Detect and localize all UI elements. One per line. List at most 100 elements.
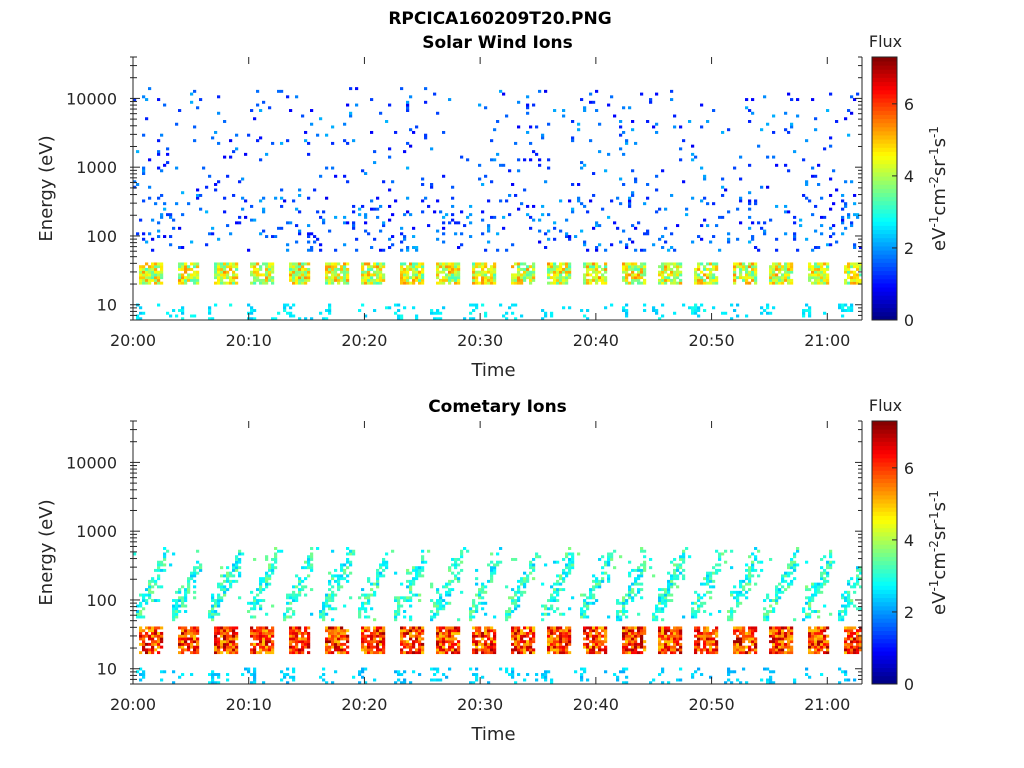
flux-cell <box>160 645 164 649</box>
flux-cell <box>634 278 638 282</box>
flux-cell <box>709 585 713 589</box>
flux-cell <box>481 588 485 592</box>
flux-cell <box>814 631 818 635</box>
flux-cell <box>139 281 143 285</box>
flux-cell <box>631 568 635 572</box>
flux-cell <box>142 172 146 175</box>
flux-cell <box>259 579 263 583</box>
flux-cell <box>160 637 164 641</box>
flux-cell <box>595 631 599 635</box>
flux-cell <box>331 599 335 603</box>
flux-cell <box>481 607 485 611</box>
flux-cell <box>628 106 632 110</box>
colorbar-step <box>872 278 897 284</box>
flux-cell <box>445 593 449 597</box>
flux-cell <box>649 98 653 102</box>
flux-cell <box>352 210 356 214</box>
flux-cell <box>625 311 629 315</box>
flux-cell <box>334 645 338 649</box>
flux-cell <box>190 631 194 635</box>
flux-cell <box>742 634 746 638</box>
flux-cell <box>625 610 629 613</box>
flux-cell <box>289 626 293 630</box>
flux-cell <box>787 637 791 641</box>
flux-cell <box>250 601 254 605</box>
flux-cell <box>157 642 161 646</box>
flux-cell <box>229 574 233 578</box>
flux-cell <box>268 262 272 266</box>
flux-cell <box>421 629 425 633</box>
flux-cell <box>781 577 785 581</box>
flux-cell <box>637 582 641 586</box>
flux-cell <box>553 582 557 586</box>
flux-cell <box>217 604 221 608</box>
flux-cell <box>733 670 737 674</box>
flux-cell <box>745 634 749 638</box>
flux-cell <box>331 596 335 600</box>
flux-cell <box>643 640 647 644</box>
flux-cell <box>562 588 566 592</box>
flux-cell <box>535 125 539 129</box>
flux-cell <box>622 626 626 630</box>
flux-cell <box>148 651 152 655</box>
flux-cell <box>253 596 257 600</box>
flux-cell <box>745 106 749 110</box>
flux-cell <box>667 265 671 269</box>
flux-cell <box>475 642 479 646</box>
flux-cell <box>286 601 290 605</box>
flux-cell <box>517 588 521 592</box>
flux-cell <box>400 582 404 586</box>
flux-cell <box>844 599 848 603</box>
flux-cell <box>853 98 857 102</box>
flux-cell <box>379 111 383 115</box>
flux-cell <box>622 604 626 608</box>
flux-cell <box>709 571 713 575</box>
flux-cell <box>289 640 293 644</box>
flux-cell <box>316 133 320 137</box>
flux-cell <box>667 593 671 597</box>
flux-cell <box>328 648 332 652</box>
flux-cell <box>199 207 203 211</box>
flux-cell <box>457 640 461 644</box>
flux-cell <box>742 626 746 630</box>
flux-cell <box>538 218 542 222</box>
flux-cell <box>670 634 674 638</box>
flux-cell <box>745 596 749 600</box>
flux-cell <box>706 267 710 271</box>
flux-cell <box>199 563 203 567</box>
flux-cell <box>265 642 269 646</box>
flux-cell <box>511 601 515 605</box>
flux-cell <box>634 593 638 597</box>
flux-cell <box>451 651 455 655</box>
flux-cell <box>766 618 770 622</box>
flux-cell <box>664 207 668 211</box>
flux-cell <box>640 248 644 252</box>
flux-cell <box>436 309 440 312</box>
flux-cell <box>145 651 149 655</box>
flux-cell <box>589 273 593 277</box>
flux-cell <box>403 670 407 674</box>
flux-cell <box>361 604 365 608</box>
flux-cell <box>400 276 404 280</box>
flux-cell <box>412 273 416 277</box>
flux-cell <box>556 276 560 280</box>
flux-cell <box>850 95 854 99</box>
flux-cell <box>397 612 401 616</box>
flux-cell <box>775 204 779 208</box>
flux-cell <box>172 615 176 619</box>
flux-cell <box>268 651 272 655</box>
flux-cell <box>268 106 272 110</box>
flux-cell <box>472 648 476 652</box>
flux-cell <box>169 563 173 567</box>
flux-cell <box>421 651 425 655</box>
flux-cell <box>859 607 862 611</box>
flux-cell <box>703 577 707 581</box>
flux-cell <box>697 642 701 646</box>
flux-cell <box>346 574 350 578</box>
flux-cell <box>370 246 374 249</box>
flux-cell <box>382 276 386 280</box>
flux-cell <box>253 645 257 649</box>
flux-cell <box>622 681 626 684</box>
flux-cell <box>355 103 359 107</box>
flux-cell <box>622 270 626 274</box>
